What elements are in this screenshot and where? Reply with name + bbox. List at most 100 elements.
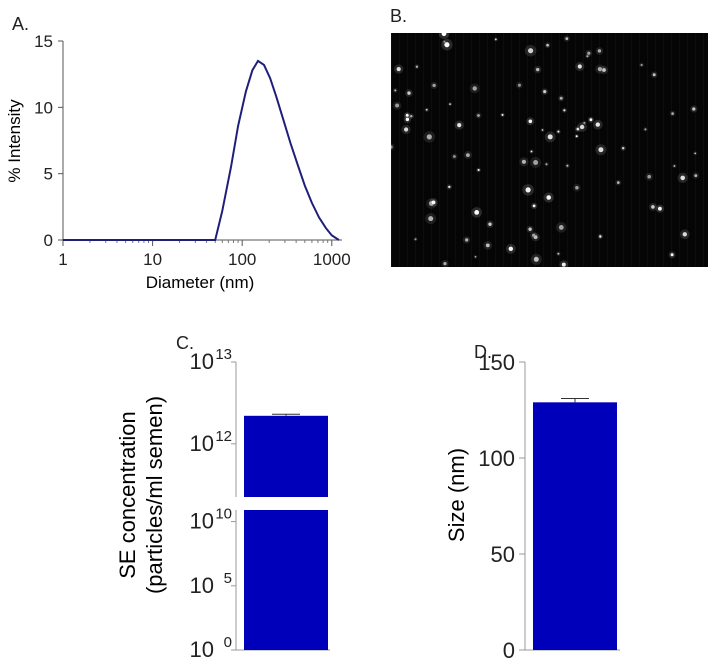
chart-a-x-tick-label: 1	[58, 250, 67, 269]
image-stripe	[663, 33, 664, 267]
particle	[532, 204, 536, 208]
particle	[405, 113, 409, 117]
particle	[444, 42, 450, 48]
image-stripe	[559, 33, 560, 267]
chart-d-axes	[524, 362, 620, 651]
particle	[488, 222, 492, 226]
concentration-bar-chart: 1012 1013 10 0 10 5 1010 SE concentration (par…	[115, 346, 330, 662]
image-stripe	[687, 33, 688, 267]
particle	[425, 108, 428, 111]
concentration-bar-lower	[244, 510, 328, 650]
image-stripe	[471, 33, 472, 267]
chart-a-x-tick-label: 100	[228, 250, 256, 269]
particle	[617, 181, 620, 184]
particle	[545, 163, 548, 166]
particle	[485, 243, 490, 248]
particle	[517, 83, 521, 87]
image-stripe	[407, 33, 408, 267]
image-stripe	[543, 33, 544, 267]
particle	[541, 129, 544, 131]
image-stripe	[631, 33, 632, 267]
image-stripe	[703, 33, 704, 267]
particle	[410, 115, 413, 118]
particle	[575, 186, 579, 190]
image-stripe	[423, 33, 424, 267]
chart-c-lower-tick-label: 1010	[190, 506, 232, 534]
image-stripe	[639, 33, 640, 267]
particle	[575, 135, 578, 138]
image-stripe	[575, 33, 576, 267]
particle	[546, 43, 549, 47]
particle	[586, 55, 589, 58]
particle	[598, 147, 604, 153]
particle	[466, 153, 470, 157]
particle	[431, 200, 436, 205]
particle	[692, 107, 696, 111]
particle	[602, 68, 606, 72]
image-stripe	[447, 33, 448, 267]
chart-a-y-tick-label: 0	[44, 231, 53, 250]
particle	[432, 83, 436, 88]
image-stripe	[671, 33, 672, 267]
particle	[521, 159, 526, 164]
particle	[682, 232, 687, 237]
image-stripe	[679, 33, 680, 267]
particle	[525, 187, 531, 193]
chart-c-bars	[244, 413, 328, 650]
image-stripe	[415, 33, 416, 267]
particle	[597, 67, 602, 72]
intensity-series-line	[63, 59, 340, 241]
particle	[477, 114, 480, 117]
particle	[558, 225, 564, 230]
image-stripe	[623, 33, 624, 267]
particle	[599, 235, 602, 238]
particle	[536, 67, 540, 72]
chart-a-y-tick-label: 5	[44, 165, 53, 184]
particle	[465, 238, 469, 242]
particle	[395, 103, 400, 108]
particle	[530, 150, 533, 153]
particle	[441, 33, 447, 37]
particle	[561, 262, 566, 267]
particle	[658, 206, 662, 211]
chart-a-y-tick-label: 10	[34, 98, 53, 117]
size-distribution-chart: 0 5 10 15 1 10 100 1000 Diameter (nm) % Intensi…	[5, 32, 351, 292]
panel-label-d: D.	[474, 342, 492, 362]
particle-field	[391, 33, 704, 267]
particle	[472, 86, 477, 91]
particle	[622, 147, 625, 150]
chart-d-y-axis-label: Size (nm)	[444, 448, 469, 542]
particle	[694, 174, 698, 178]
particle	[404, 127, 409, 132]
particle	[448, 185, 451, 189]
nanoparticle-tracking-image	[391, 33, 708, 267]
particle	[583, 121, 586, 124]
particle	[576, 127, 580, 131]
particle	[494, 38, 497, 41]
particle	[533, 256, 539, 262]
image-stripe	[591, 33, 592, 267]
chart-c-upper-tick-label: 1013	[190, 346, 232, 374]
particle	[528, 227, 532, 231]
particle	[565, 37, 569, 40]
image-stripe	[391, 33, 392, 267]
particle	[396, 67, 401, 72]
particle	[595, 122, 600, 127]
particle	[671, 112, 674, 115]
particle	[543, 90, 547, 94]
chart-c-y-axis-label-line1: SE concentration	[115, 411, 140, 579]
particle	[453, 155, 456, 158]
image-stripe	[511, 33, 512, 267]
particle	[563, 109, 566, 112]
particle	[559, 96, 563, 100]
particle	[391, 145, 393, 149]
particle	[477, 168, 480, 172]
chart-d-bars	[533, 397, 617, 650]
particle	[426, 134, 432, 140]
particle	[670, 253, 674, 257]
particle	[651, 205, 655, 209]
chart-c-upper-tick-label: 1012	[190, 428, 232, 456]
panel-label-c: C.	[176, 333, 194, 353]
particle	[644, 128, 647, 131]
